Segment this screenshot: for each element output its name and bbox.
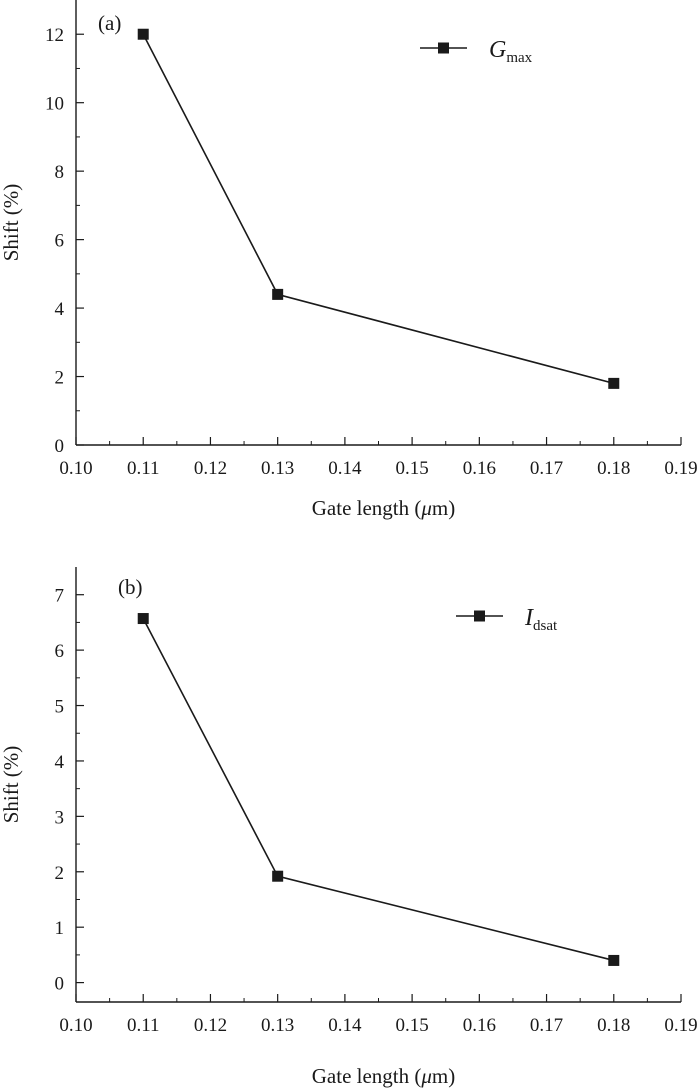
chart-a-data-point bbox=[608, 377, 620, 389]
chart-a-x-tick-label: 0.19 bbox=[664, 458, 697, 479]
chart-b-panel-label: (b) bbox=[118, 575, 143, 599]
chart-b-x-tick-label: 0.17 bbox=[530, 1015, 563, 1036]
chart-a-x-tick-label: 0.16 bbox=[463, 458, 496, 479]
chart-a-y-tick-label: 12 bbox=[45, 25, 64, 46]
chart-a-y-tick-label: 2 bbox=[55, 368, 65, 389]
chart-b-series-line bbox=[142, 618, 614, 962]
chart-b-y-tick-label: 4 bbox=[55, 752, 65, 773]
chart-b-data-point bbox=[608, 954, 620, 966]
chart-b-x-tick-label: 0.16 bbox=[463, 1015, 496, 1036]
chart-b-x-axis-title: Gate length (μm) bbox=[312, 1064, 456, 1088]
chart-a-x-axis-title: Gate length (μm) bbox=[312, 496, 456, 520]
chart-b-x-tick-label: 0.19 bbox=[664, 1015, 697, 1036]
chart-b-y-tick-label: 6 bbox=[55, 641, 65, 662]
chart-a-x-tick-label: 0.11 bbox=[127, 458, 160, 479]
chart-a-y-axis-title: Shift (%) bbox=[0, 184, 23, 262]
chart-b-x-tick-label: 0.11 bbox=[127, 1015, 160, 1036]
chart-a-data-point bbox=[272, 288, 284, 300]
chart-a-y-tick-label: 10 bbox=[45, 94, 64, 115]
chart-a-x-tick-label: 0.15 bbox=[395, 458, 428, 479]
chart-b-legend-label: Idsat bbox=[524, 605, 558, 634]
chart-a-legend-label: Gmax bbox=[489, 37, 533, 66]
chart-b-x-tick-label: 0.12 bbox=[194, 1015, 227, 1036]
chart-a-y-tick-label: 6 bbox=[55, 231, 65, 252]
chart-a-svg: 0.10 0.11 0.12 0.13 0.14 0.15 0.16 0.17 0.18 0.19… bbox=[0, 0, 698, 520]
chart-a-panel-label: (a) bbox=[98, 11, 121, 35]
chart-a-data-point bbox=[137, 28, 149, 40]
chart-a-x-tick-label: 0.14 bbox=[328, 458, 362, 479]
chart-panel-b: 0.10 0.11 0.12 0.13 0.14 0.15 0.16 0.17 0.18 0.19… bbox=[0, 545, 700, 1091]
chart-b-x-tick-label: 0.18 bbox=[597, 1015, 630, 1036]
chart-b-y-tick-label: 7 bbox=[55, 586, 65, 607]
chart-b-y-tick-label: 3 bbox=[55, 807, 65, 828]
chart-b-y-tick-label: 2 bbox=[55, 863, 65, 884]
chart-b-y-tick-label: 0 bbox=[55, 974, 65, 995]
chart-b-legend-marker bbox=[474, 610, 485, 622]
chart-b-data-point bbox=[272, 870, 284, 882]
chart-a-y-tick-label: 4 bbox=[55, 299, 65, 320]
chart-b-x-tick-label: 0.10 bbox=[59, 1015, 92, 1036]
chart-panel-a: 0.10 0.11 0.12 0.13 0.14 0.15 0.16 0.17 0.18 0.19… bbox=[0, 0, 700, 545]
chart-a-legend-marker bbox=[438, 42, 449, 54]
chart-a-y-tick-label: 0 bbox=[55, 436, 65, 457]
chart-b-data-point bbox=[137, 613, 149, 625]
chart-a-x-tick-label: 0.10 bbox=[59, 458, 92, 479]
chart-b-y-tick-label: 5 bbox=[55, 697, 65, 718]
chart-b-x-tick-label: 0.15 bbox=[395, 1015, 428, 1036]
chart-a-x-tick-label: 0.18 bbox=[597, 458, 630, 479]
chart-a-y-tick-label: 8 bbox=[55, 162, 65, 183]
chart-a-x-tick-label: 0.12 bbox=[194, 458, 227, 479]
chart-a-x-tick-label: 0.13 bbox=[261, 458, 294, 479]
chart-b-y-axis-title: Shift (%) bbox=[0, 746, 23, 824]
chart-a-x-tick-label: 0.17 bbox=[530, 458, 563, 479]
chart-b-y-tick-label: 1 bbox=[55, 918, 65, 939]
chart-a-series-line bbox=[142, 33, 614, 385]
chart-b-svg: 0.10 0.11 0.12 0.13 0.14 0.15 0.16 0.17 0.18 0.19… bbox=[0, 567, 698, 1088]
chart-b-x-tick-label: 0.14 bbox=[328, 1015, 362, 1036]
chart-b-x-tick-label: 0.13 bbox=[261, 1015, 294, 1036]
